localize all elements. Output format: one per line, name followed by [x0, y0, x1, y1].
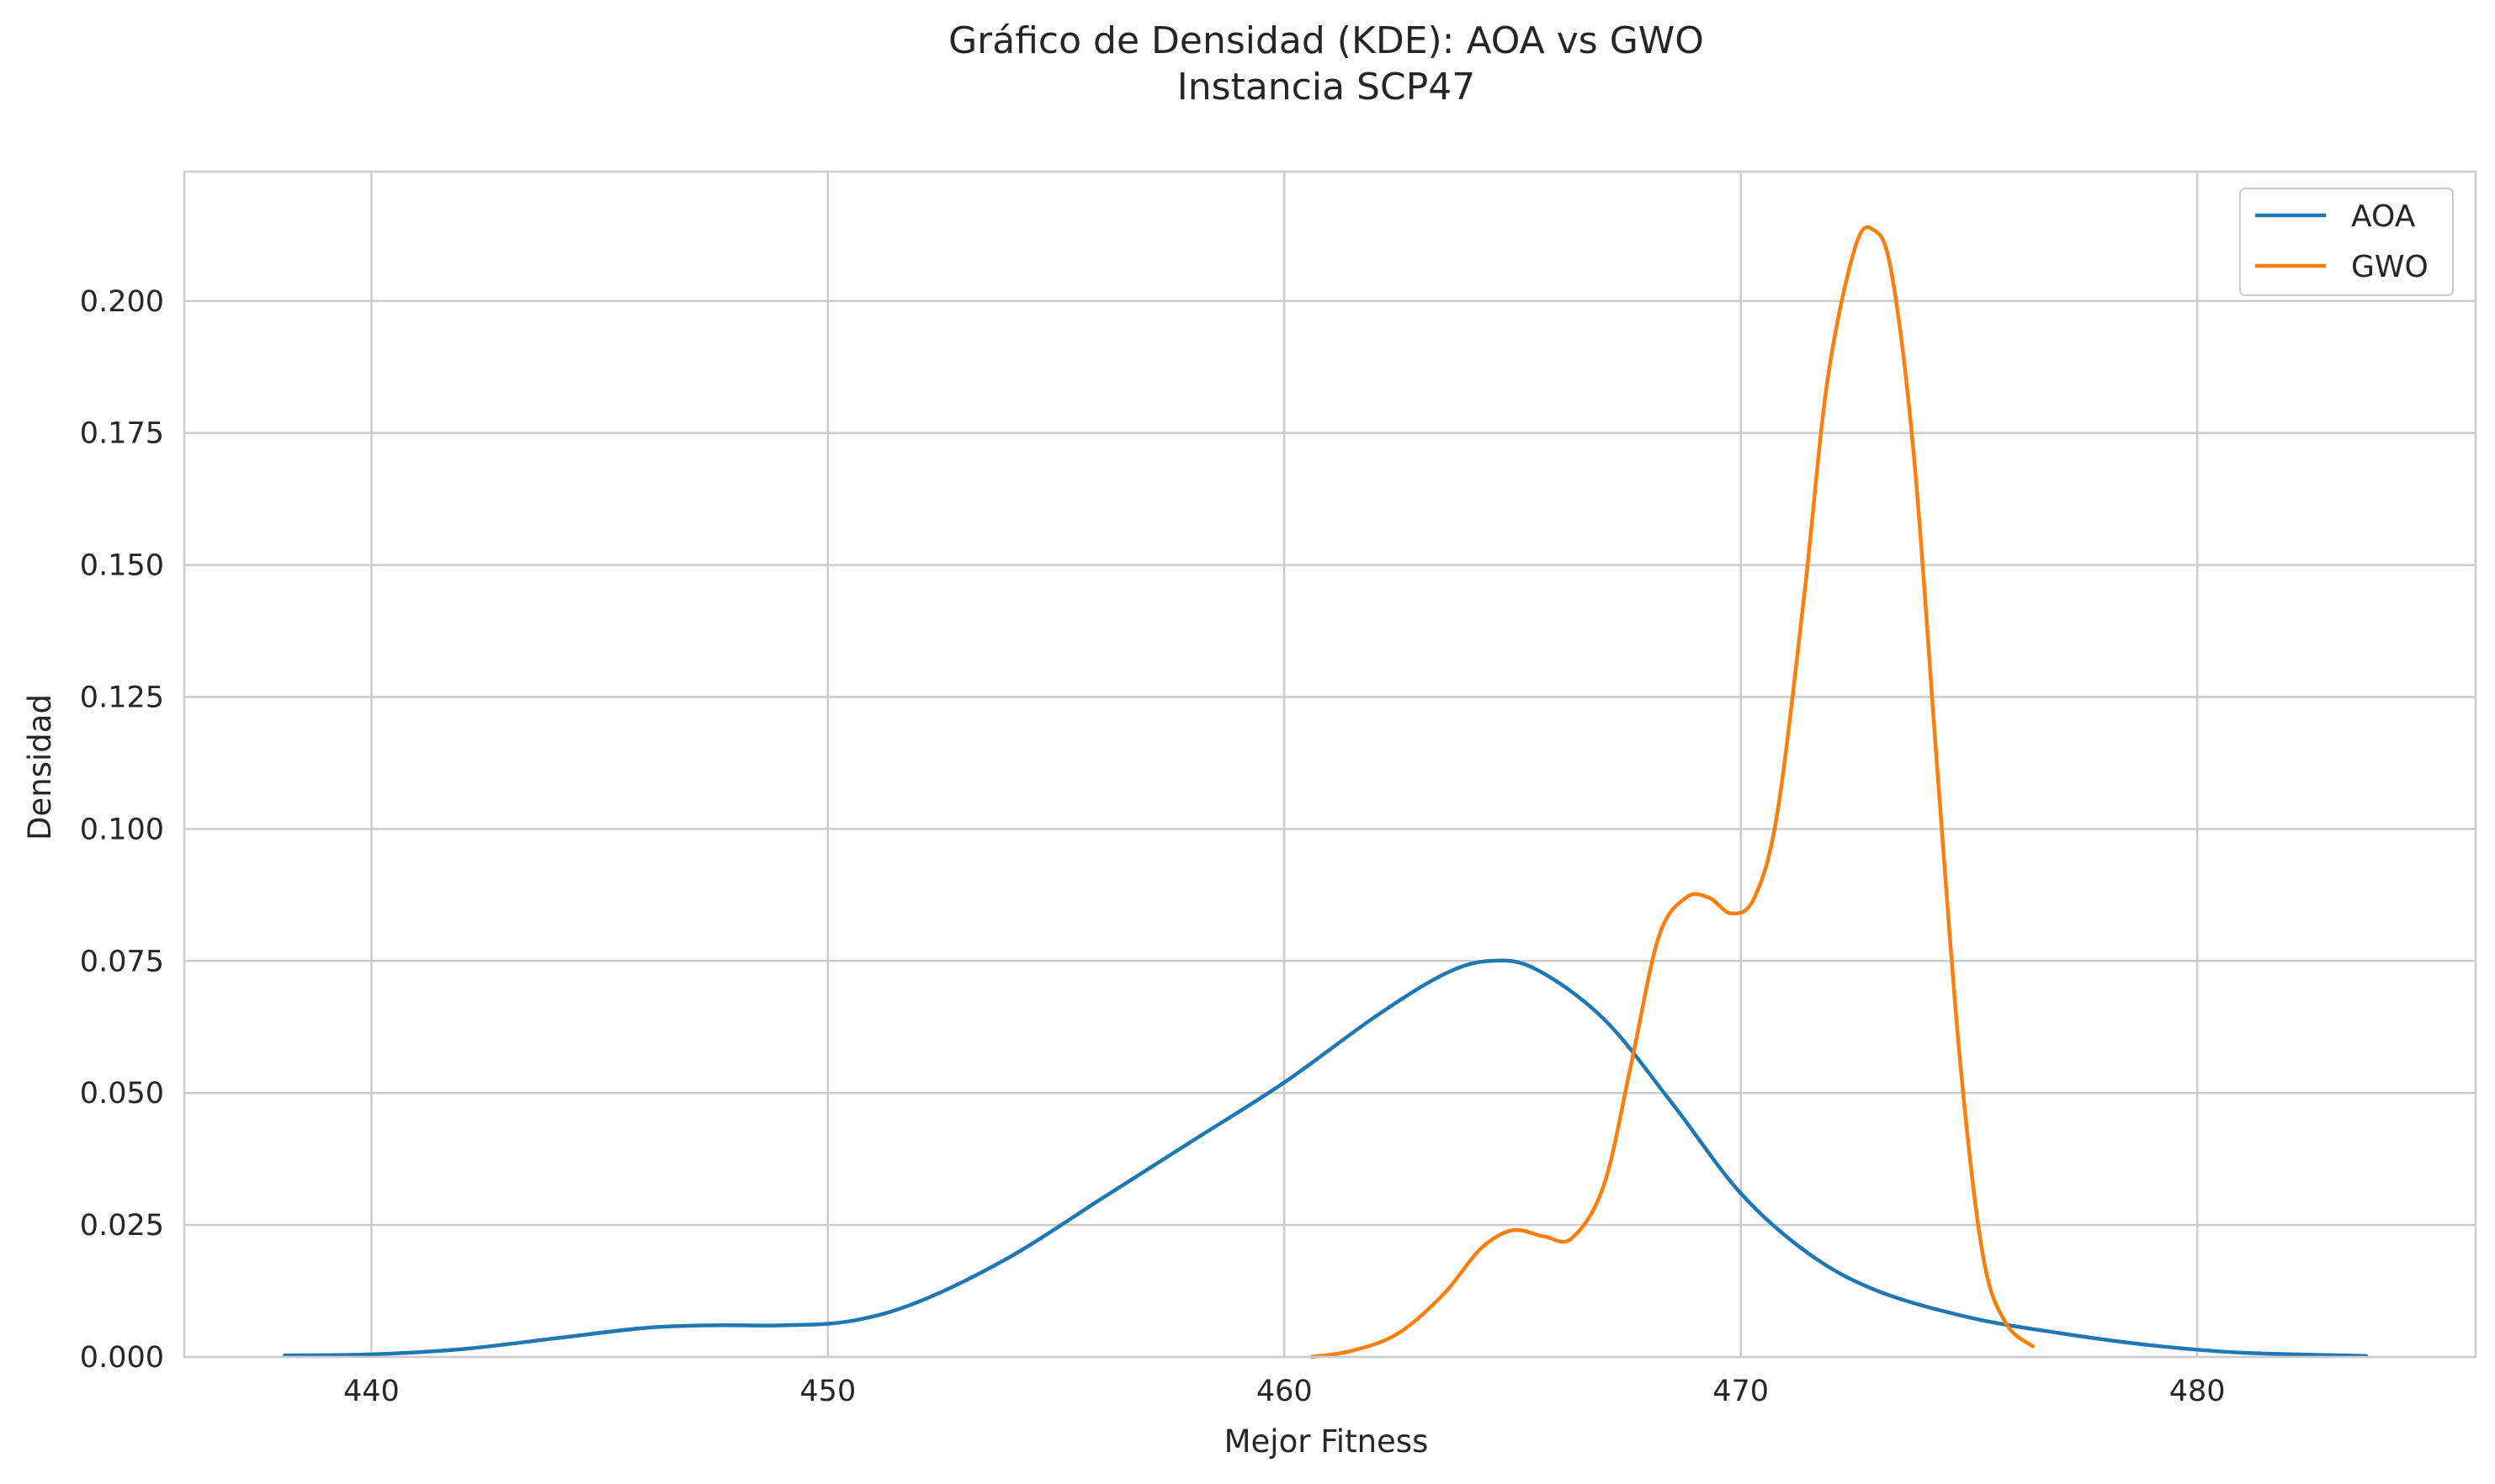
y-tick-label: 0.075: [80, 945, 164, 978]
y-tick-label: 0.125: [80, 681, 164, 714]
legend-label-gwo: GWO: [2351, 250, 2429, 284]
x-axis-label: Mejor Fitness: [1224, 1423, 1429, 1460]
y-axis: 0.000 0.025 0.050 0.075 0.100 0.125 0.150 0.175…: [80, 285, 164, 1375]
y-tick-label: 0.200: [80, 285, 164, 319]
y-axis-label: Densidad: [22, 694, 58, 840]
legend: AOA GWO: [2239, 188, 2454, 296]
x-tick-label: 470: [1712, 1375, 1769, 1408]
x-tick-label: 460: [1256, 1375, 1313, 1408]
y-tick-label: 0.000: [80, 1341, 164, 1375]
y-tick-label: 0.025: [80, 1209, 164, 1243]
series-lines: [283, 225, 2369, 1359]
plot-area: [183, 170, 2477, 1359]
plot-frame: [183, 170, 2477, 1359]
x-tick-label: 480: [2169, 1375, 2226, 1408]
legend-label-aoa: AOA: [2351, 199, 2416, 234]
x-axis: 440 450 460 470 480: [343, 1375, 2226, 1408]
x-tick-label: 440: [343, 1375, 400, 1408]
y-tick-label: 0.175: [80, 417, 164, 451]
y-tick-label: 0.050: [80, 1077, 164, 1110]
chart-subtitle: Instancia SCP47: [1177, 66, 1475, 109]
y-tick-label: 0.150: [80, 549, 164, 583]
series-line-gwo: [1309, 225, 2036, 1359]
chart-title: Gráfico de Densidad (KDE): AOA vs GWO: [948, 19, 1704, 62]
series-line-aoa: [283, 958, 2369, 1358]
x-tick-label: 450: [799, 1375, 856, 1408]
y-tick-label: 0.100: [80, 813, 164, 846]
